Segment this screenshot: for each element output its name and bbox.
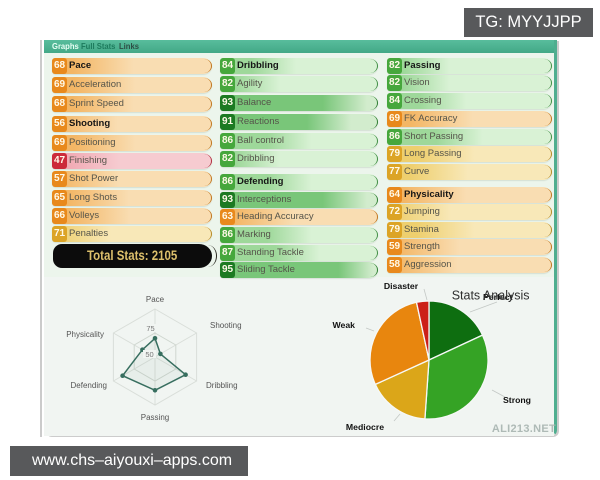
svg-text:Shooting: Shooting xyxy=(210,321,242,330)
svg-text:Passing: Passing xyxy=(141,413,169,422)
svg-text:Strong: Strong xyxy=(503,395,531,405)
svg-text:Mediocre: Mediocre xyxy=(346,422,384,432)
svg-text:Weak: Weak xyxy=(332,320,355,330)
svg-text:Defending: Defending xyxy=(71,381,107,390)
svg-text:Disaster: Disaster xyxy=(384,281,419,291)
svg-text:Physicality: Physicality xyxy=(66,330,104,339)
svg-text:50: 50 xyxy=(145,350,153,359)
svg-text:75: 75 xyxy=(146,324,154,333)
svg-text:Dribbling: Dribbling xyxy=(206,381,238,390)
svg-text:Stats Analysis: Stats Analysis xyxy=(452,289,530,303)
svg-text:ALI213.NET: ALI213.NET xyxy=(492,423,556,435)
svg-text:Pace: Pace xyxy=(146,295,165,304)
svg-text:Perfect: Perfect xyxy=(483,292,513,302)
